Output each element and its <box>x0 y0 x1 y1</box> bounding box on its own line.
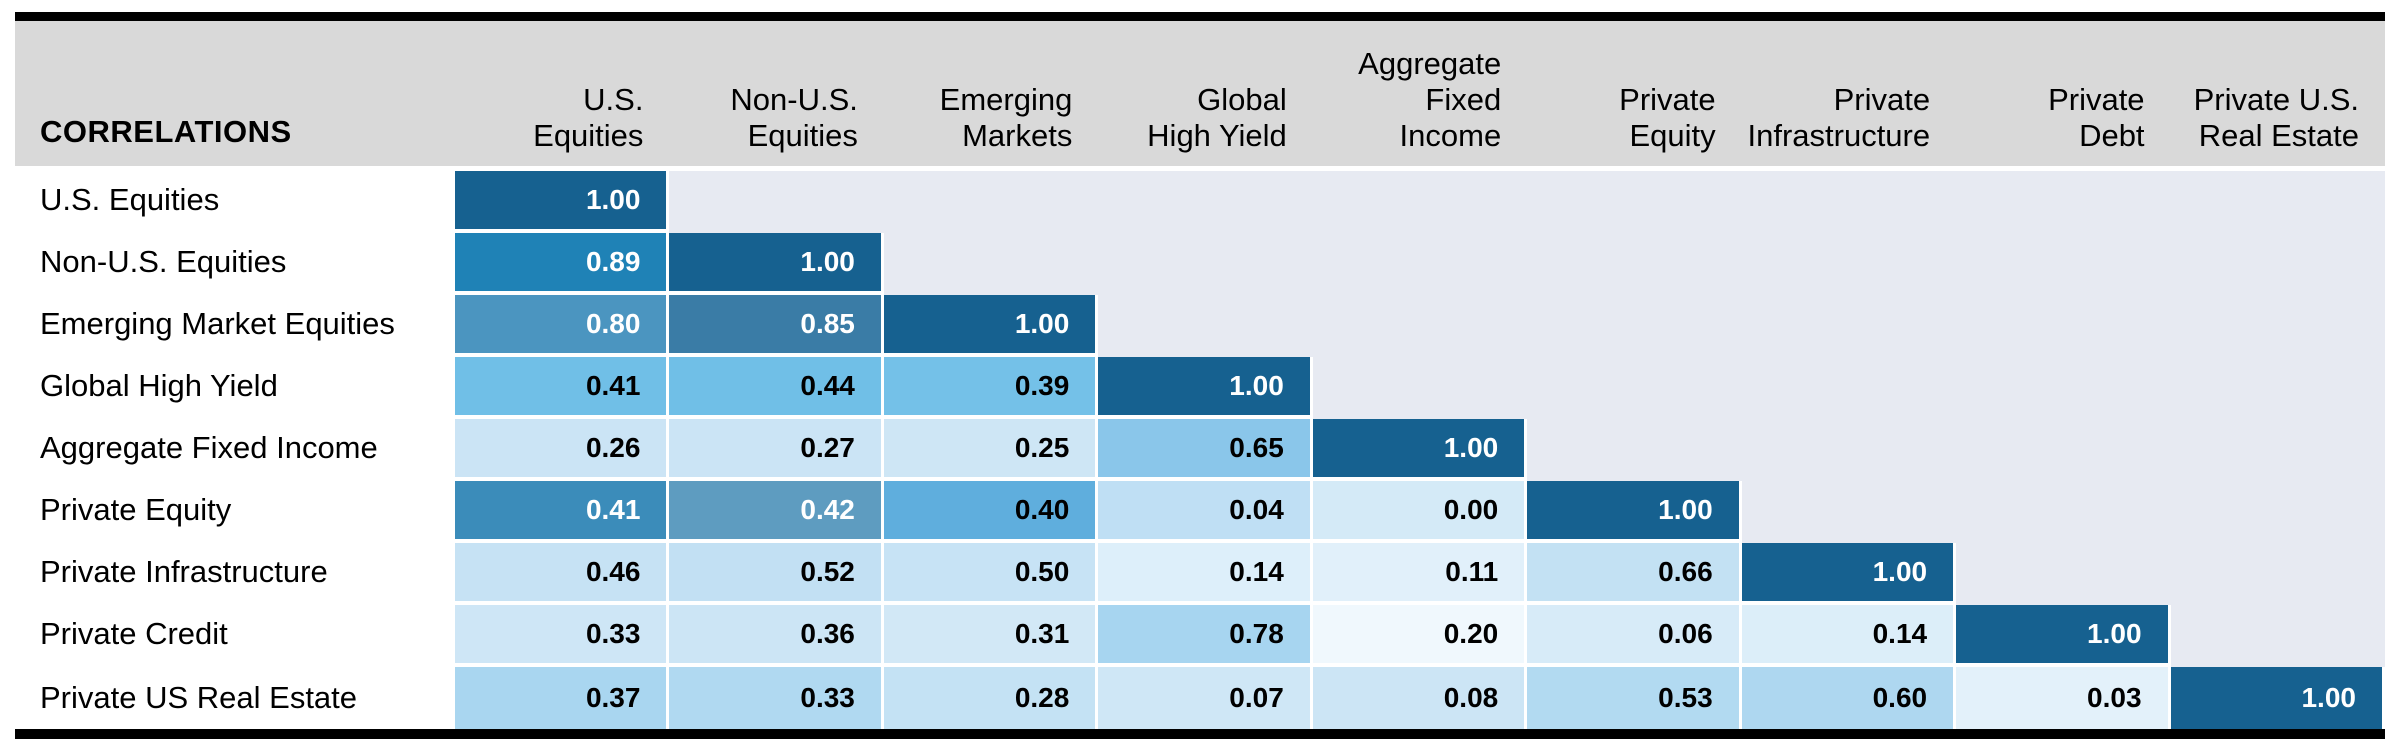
matrix-cell: 0.25 <box>883 419 1099 481</box>
table-row: Private Infrastructure 0.46 0.52 0.50 0.14 0.… <box>15 543 2385 605</box>
col-header-6: Private Equity <box>1619 82 1716 154</box>
matrix-cell: 0.41 <box>455 481 670 543</box>
matrix-cell: 0.42 <box>669 481 884 543</box>
row-label: Emerging Market Equities <box>15 295 455 357</box>
matrix-cell: 0.33 <box>669 667 884 729</box>
header-row: CORRELATIONS U.S. Equities Non-U.S. Equit… <box>15 21 2385 166</box>
matrix-cell: 0.08 <box>1312 667 1528 729</box>
matrix-cell: 0.89 <box>455 233 670 295</box>
table-row: U.S. Equities 1.00 <box>15 171 2385 233</box>
upper-triangle-background <box>1956 543 2385 605</box>
matrix-cell: 0.27 <box>669 419 884 481</box>
col-header-7: Private Infrastructure <box>1747 82 1931 154</box>
matrix-cell: 0.50 <box>883 543 1099 605</box>
matrix-cell: 1.00 <box>1098 357 1313 419</box>
matrix-cell: 0.11 <box>1312 543 1528 605</box>
table-row: Aggregate Fixed Income 0.26 0.27 0.25 0.65 1.… <box>15 419 2385 481</box>
matrix-cell: 0.36 <box>669 605 884 667</box>
correlation-matrix: CORRELATIONS U.S. Equities Non-U.S. Equit… <box>15 12 2385 739</box>
matrix-cell: 0.41 <box>455 357 670 419</box>
matrix-cell: 0.52 <box>669 543 884 605</box>
matrix-cell: 0.04 <box>1098 481 1313 543</box>
matrix-cell: 1.00 <box>1956 605 2171 667</box>
table-row: Private Credit 0.33 0.36 0.31 0.78 0.20 0.06 0.… <box>15 605 2385 667</box>
matrix-cell: 0.14 <box>1098 543 1313 605</box>
table-row: Non-U.S. Equities 0.89 1.00 <box>15 233 2385 295</box>
table-row: Private US Real Estate 0.37 0.33 0.28 0.07 0.… <box>15 667 2385 729</box>
matrix-cell: 0.06 <box>1527 605 1742 667</box>
matrix-cell: 1.00 <box>1741 543 1957 605</box>
matrix-cell: 0.31 <box>883 605 1099 667</box>
row-label: U.S. Equities <box>15 171 455 233</box>
matrix-cell: 0.78 <box>1098 605 1313 667</box>
matrix-cell: 0.33 <box>455 605 670 667</box>
matrix-cell: 0.14 <box>1741 605 1957 667</box>
col-header-9: Private U.S. Real Estate <box>2193 82 2359 154</box>
matrix-cell: 0.60 <box>1741 667 1957 729</box>
col-header-4: Global High Yield <box>1147 82 1287 154</box>
row-label: Private US Real Estate <box>15 667 455 729</box>
matrix-cell: 0.44 <box>669 357 884 419</box>
matrix-cell: 1.00 <box>883 295 1099 357</box>
matrix-cell: 1.00 <box>455 171 670 233</box>
matrix-cell: 1.00 <box>2170 667 2385 729</box>
table-row: Global High Yield 0.41 0.44 0.39 1.00 <box>15 357 2385 419</box>
row-label: Global High Yield <box>15 357 455 419</box>
matrix-cell: 0.53 <box>1527 667 1742 729</box>
matrix-cell: 0.26 <box>455 419 670 481</box>
row-label: Aggregate Fixed Income <box>15 419 455 481</box>
matrix-body: U.S. Equities 1.00 Non-U.S. Equities 0.89 1.… <box>15 171 2385 729</box>
col-header-2: Non-U.S. Equities <box>730 82 858 154</box>
matrix-cell: 0.03 <box>1956 667 2171 729</box>
upper-triangle-background <box>883 233 2385 295</box>
row-label: Private Credit <box>15 605 455 667</box>
matrix-cell: 0.80 <box>455 295 670 357</box>
matrix-cell: 0.00 <box>1312 481 1528 543</box>
upper-triangle-background <box>2170 605 2385 667</box>
matrix-cell: 0.66 <box>1527 543 1742 605</box>
matrix-cell: 0.37 <box>455 667 670 729</box>
upper-triangle-background <box>1098 295 2385 357</box>
col-header-1: U.S. Equities <box>533 82 644 154</box>
matrix-cell: 0.40 <box>883 481 1099 543</box>
row-label: Non-U.S. Equities <box>15 233 455 295</box>
table-title: CORRELATIONS <box>40 114 292 149</box>
matrix-cell: 0.46 <box>455 543 670 605</box>
table-row: Emerging Market Equities 0.80 0.85 1.00 <box>15 295 2385 357</box>
upper-triangle-background <box>1741 481 2385 543</box>
col-header-3: Emerging Markets <box>939 82 1073 154</box>
matrix-cell: 1.00 <box>1527 481 1742 543</box>
matrix-cell: 1.00 <box>669 233 884 295</box>
table-row: Private Equity 0.41 0.42 0.40 0.04 0.00 1.00 <box>15 481 2385 543</box>
matrix-cell: 0.07 <box>1098 667 1313 729</box>
upper-triangle-background <box>669 171 2385 233</box>
matrix-cell: 0.39 <box>883 357 1099 419</box>
col-header-8: Private Debt <box>2048 82 2145 154</box>
matrix-cell: 0.65 <box>1098 419 1313 481</box>
row-label: Private Infrastructure <box>15 543 455 605</box>
matrix-cell: 0.28 <box>883 667 1099 729</box>
upper-triangle-background <box>1527 419 2385 481</box>
upper-triangle-background <box>1312 357 2385 419</box>
matrix-cell: 0.85 <box>669 295 884 357</box>
row-label: Private Equity <box>15 481 455 543</box>
matrix-cell: 0.20 <box>1312 605 1528 667</box>
col-header-5: Aggregate Fixed Income <box>1358 46 1502 154</box>
matrix-cell: 1.00 <box>1312 419 1528 481</box>
